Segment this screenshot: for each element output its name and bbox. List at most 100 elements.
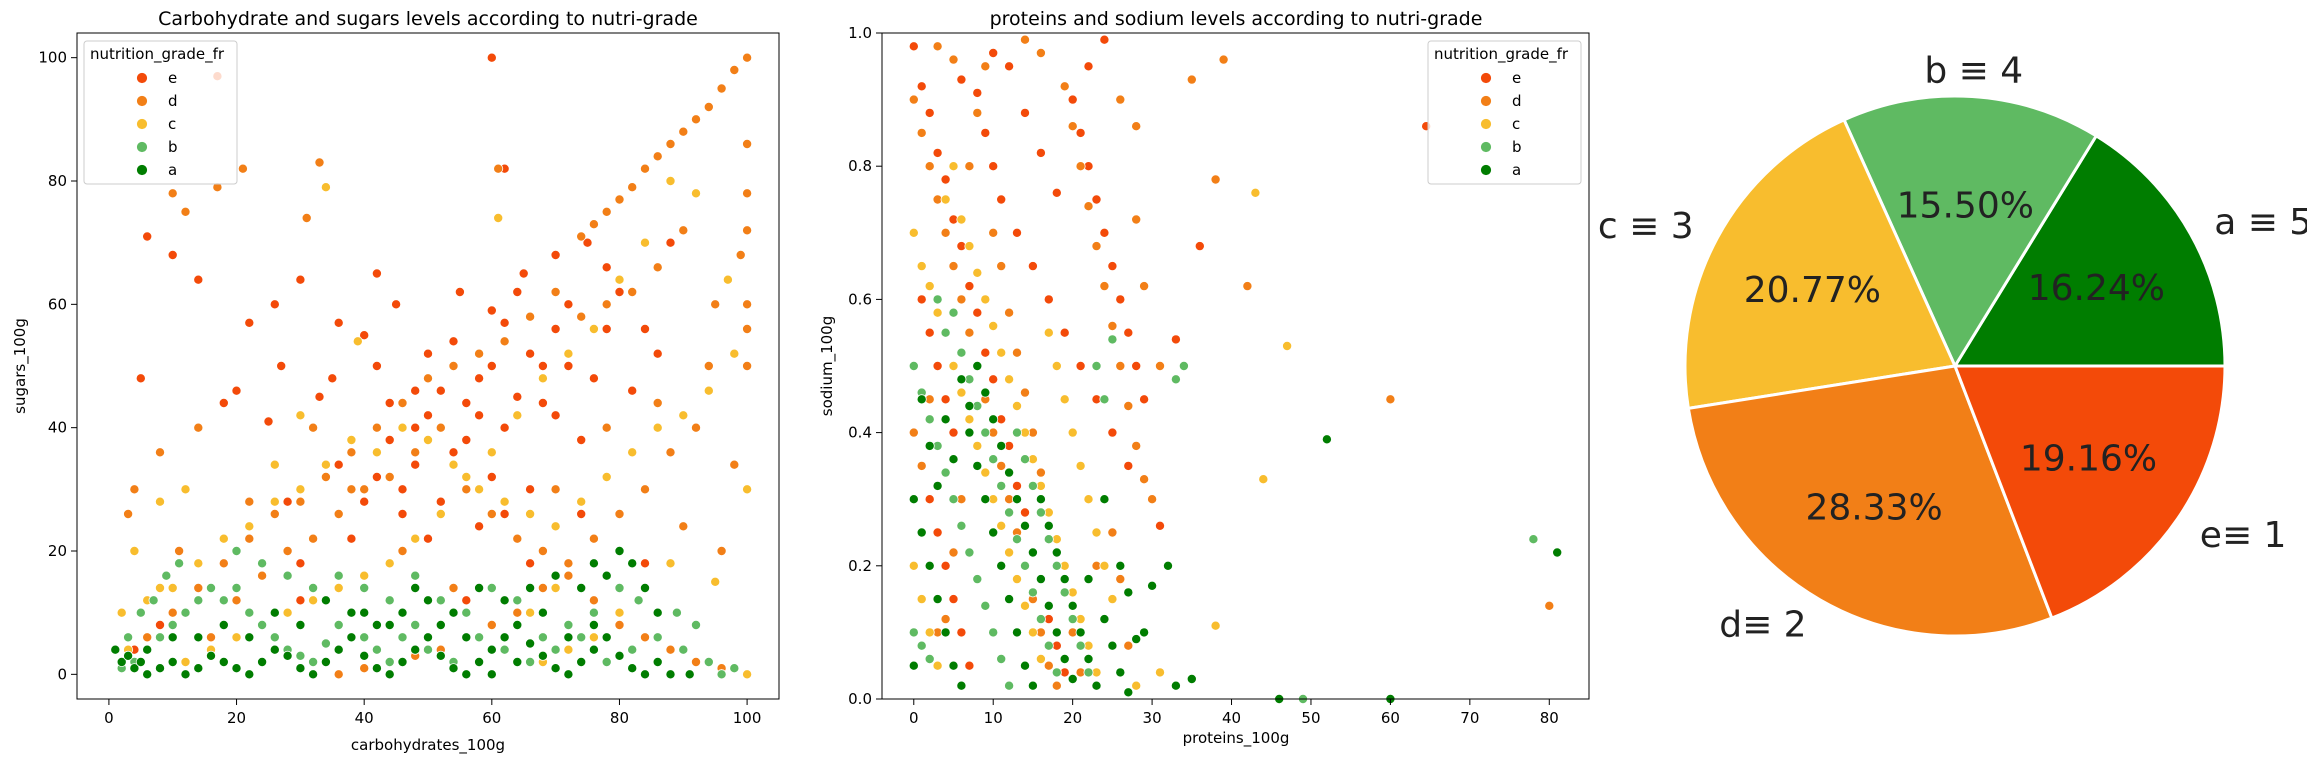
scatter-point-e: [422, 533, 433, 544]
scatter-point-b: [257, 620, 268, 631]
proteins-sodium-scatter-plot: proteins and sodium levels according to …: [818, 8, 1590, 748]
scatter-point-b: [996, 654, 1007, 665]
scatter-point-b: [231, 583, 242, 594]
scatter-point-c: [410, 533, 421, 544]
scatter-point-a: [550, 570, 561, 581]
scatter-point-d: [640, 632, 651, 643]
scatter-point-d: [956, 294, 967, 305]
scatter-point-e: [908, 41, 919, 52]
scatter-point-d: [205, 632, 216, 643]
scatter-point-e: [537, 397, 548, 408]
scatter-point-e: [327, 373, 338, 384]
pie-percent-a: 16.24%: [2028, 268, 2165, 309]
scatter-point-a: [384, 669, 395, 680]
scatter-point-b: [671, 607, 682, 618]
scatter-point-a: [1004, 467, 1015, 478]
scatter-point-c: [691, 188, 702, 199]
scatter-point-d: [652, 151, 663, 162]
scatter-point-d: [964, 161, 975, 172]
scatter-point-b: [1004, 680, 1015, 691]
scatter-point-a: [627, 558, 638, 569]
scatter-point-d: [678, 225, 689, 236]
scatter-point-d: [282, 546, 293, 557]
scatter-point-c: [1043, 327, 1054, 338]
scatter-point-e: [1107, 427, 1118, 438]
scatter-point-e: [988, 374, 999, 385]
scatter-point-d: [588, 219, 599, 230]
scatter-point-d: [1242, 281, 1253, 292]
scatter-point-d: [550, 286, 561, 297]
scatter-point-b: [308, 583, 319, 594]
scatter-point-d: [1131, 214, 1142, 225]
scatter-point-e: [1170, 334, 1181, 345]
scatter-point-c: [422, 434, 433, 445]
scatter-point-a: [1099, 614, 1110, 625]
scatter-point-a: [980, 494, 991, 505]
scatter-point-b: [1020, 454, 1031, 465]
scatter-point-d: [167, 188, 178, 199]
scatter-point-a: [282, 650, 293, 661]
scatter-point-a: [218, 657, 229, 668]
pie-slice-e: [1952, 364, 2227, 620]
x-tick-label: 20: [1063, 709, 1082, 727]
scatter-point-a: [110, 644, 121, 655]
scatter-point-d: [716, 546, 727, 557]
scatter-point-e: [652, 348, 663, 359]
scatter-point-e: [948, 427, 959, 438]
scatter-point-e: [314, 391, 325, 402]
scatter-point-c: [980, 294, 991, 305]
scatter-point-c: [1099, 560, 1110, 571]
scatter-point-d: [154, 447, 165, 458]
scatter-point-a: [371, 620, 382, 631]
scatter-point-a: [916, 394, 927, 405]
scatter-point-d: [359, 484, 370, 495]
scatter-point-d: [691, 422, 702, 433]
scatter-point-a: [996, 560, 1007, 571]
scatter-point-a: [576, 583, 587, 594]
scatter-point-e: [486, 52, 497, 63]
legend-label-b: b: [168, 138, 178, 156]
legend-marker-d: [1480, 95, 1492, 107]
scatter-point-c: [1004, 374, 1015, 385]
scatter-point-a: [1131, 634, 1142, 645]
scatter-point-c: [678, 410, 689, 421]
scatter-point-b: [916, 640, 927, 651]
scatter-point-e: [964, 660, 975, 671]
scatter-point-d: [435, 422, 446, 433]
scatter-point-e: [461, 397, 472, 408]
scatter-point-d: [1186, 74, 1197, 85]
scatter-point-a: [525, 638, 536, 649]
scatter-point-a: [218, 620, 229, 631]
x-tick-label: 0: [104, 709, 114, 727]
scatter-point-d: [588, 595, 599, 606]
scatter-point-d: [665, 447, 676, 458]
scatter-point-e: [397, 508, 408, 519]
scatter-point-e: [588, 373, 599, 384]
scatter-point-a: [410, 583, 421, 594]
scatter-point-d: [742, 299, 753, 310]
scatter-point-a: [972, 460, 983, 471]
scatter-point-e: [371, 268, 382, 279]
scatter-point-c: [1083, 494, 1094, 505]
scatter-point-c: [1282, 340, 1293, 351]
scatter-point-c: [652, 422, 663, 433]
scatter-point-c: [167, 583, 178, 594]
legend-marker-a: [1480, 164, 1492, 176]
scatter-point-e: [924, 494, 935, 505]
scatter-point-d: [742, 360, 753, 371]
scatter-point-c: [1012, 574, 1023, 585]
carbs-sugars-scatter-plot: Carbohydrate and sugars levels according…: [11, 8, 780, 755]
scatter-point-a: [193, 632, 204, 643]
scatter-point-e: [276, 360, 287, 371]
scatter-point-b: [359, 632, 370, 643]
scatter-point-a: [1115, 667, 1126, 678]
scatter-point-b: [988, 454, 999, 465]
scatter-point-a: [244, 669, 255, 680]
x-tick-label: 100: [733, 709, 762, 727]
x-tick-label: 30: [1143, 709, 1162, 727]
scatter-point-c: [988, 320, 999, 331]
scatter-point-b: [940, 327, 951, 338]
scatter-point-e: [964, 281, 975, 292]
scatter-point-d: [308, 533, 319, 544]
scatter-point-a: [614, 650, 625, 661]
